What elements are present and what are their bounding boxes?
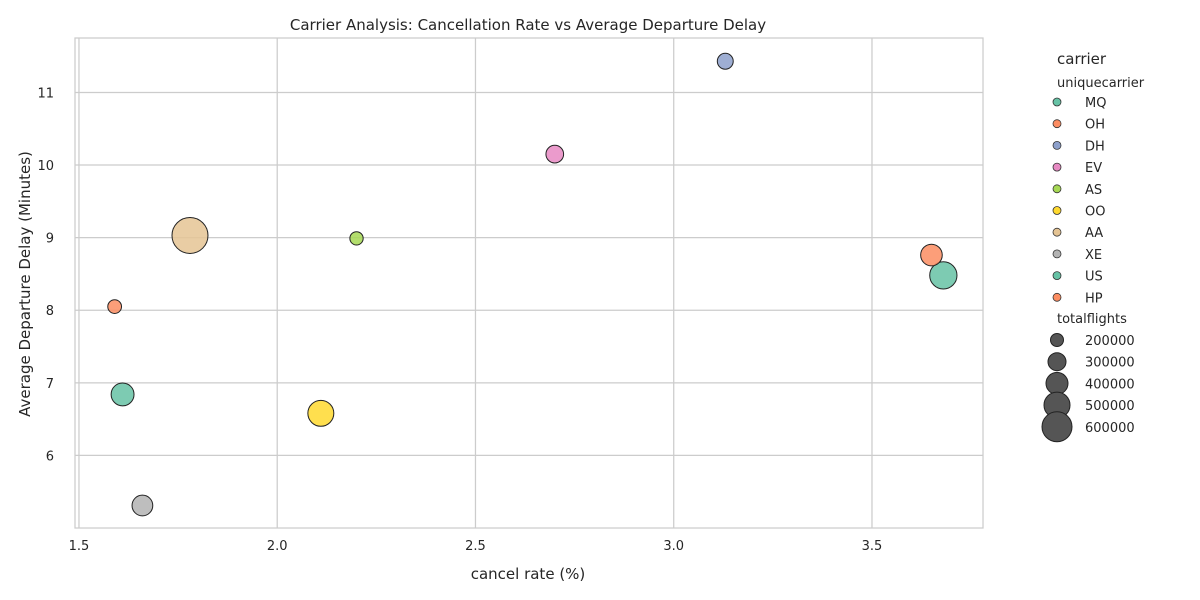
- legend-size-marker: [1045, 371, 1069, 395]
- x-tick-label: 2.0: [267, 539, 288, 554]
- legend-marker-aa: [1052, 227, 1062, 237]
- y-tick-label: 11: [37, 86, 54, 101]
- legend-label-oh: OH: [1085, 118, 1105, 133]
- legend-marker-mq: [1052, 97, 1062, 107]
- legend-label-us: US: [1085, 270, 1103, 285]
- legend-marker-oo: [1052, 206, 1062, 215]
- legend-label-dh: DH: [1085, 139, 1105, 154]
- legend-title: carrier: [1057, 50, 1107, 68]
- y-axis-label: Average Departure Delay (Minutes): [16, 151, 34, 417]
- legend-marker-xe: [1052, 249, 1062, 259]
- x-tick-label: 2.5: [465, 539, 486, 554]
- legend-marker-as: [1052, 184, 1062, 194]
- legend-size-label: 500000: [1085, 399, 1135, 414]
- y-tick-label: 10: [37, 159, 54, 174]
- legend-marker-oh: [1052, 119, 1062, 129]
- legend-marker-dh: [1052, 140, 1062, 150]
- data-point-mq: [110, 382, 135, 407]
- legend: carrier uniquecarrier MQ OH DH EV AS OO AA XE US…: [1041, 50, 1145, 443]
- data-point-xe: [131, 494, 154, 517]
- legend-marker-us: [1052, 271, 1062, 281]
- grid-layer: [75, 38, 983, 528]
- legend-size-label: 600000: [1085, 421, 1135, 436]
- x-axis-label: cancel rate (%): [471, 565, 586, 583]
- data-point-as: [349, 231, 364, 246]
- legend-label-oo: OO: [1085, 205, 1105, 220]
- legend-hue-title: uniquecarrier: [1057, 76, 1145, 91]
- legend-label-aa: AA: [1085, 226, 1103, 241]
- data-point-dh: [716, 52, 734, 70]
- legend-size-label: 400000: [1085, 377, 1135, 392]
- y-tick-label: 6: [46, 449, 54, 464]
- legend-label-as: AS: [1085, 183, 1102, 198]
- legend-marker-hp: [1052, 292, 1062, 302]
- legend-size-entries: 200000 300000 400000 500000 600000: [1041, 333, 1135, 443]
- x-tick-label: 3.0: [663, 539, 684, 554]
- data-point-oh: [107, 299, 123, 314]
- legend-hue-entries: MQ OH DH EV AS OO AA XE US HP: [1052, 96, 1106, 306]
- legend-label-hp: HP: [1085, 291, 1103, 306]
- y-tick-label: 7: [46, 377, 54, 392]
- data-point-aa: [171, 216, 209, 254]
- legend-size-marker: [1047, 352, 1067, 372]
- legend-size-label: 300000: [1085, 356, 1135, 371]
- legend-label-ev: EV: [1085, 161, 1102, 176]
- data-point-hp: [920, 243, 943, 267]
- chart-title: Carrier Analysis: Cancellation Rate vs A…: [290, 16, 766, 34]
- legend-label-mq: MQ: [1085, 96, 1106, 111]
- y-tick-label: 8: [46, 304, 54, 319]
- plot-frame: [74, 37, 984, 529]
- data-point-ev: [545, 144, 565, 164]
- legend-size-marker: [1050, 333, 1064, 347]
- legend-marker-ev: [1052, 162, 1062, 172]
- x-tick-label: 1.5: [69, 539, 90, 554]
- legend-size-marker: [1041, 411, 1073, 443]
- points-layer: [107, 52, 958, 517]
- legend-size-label: 200000: [1085, 334, 1135, 349]
- legend-size-title: totalflights: [1057, 312, 1127, 327]
- legend-label-xe: XE: [1085, 248, 1102, 263]
- x-tick-label: 3.5: [862, 539, 883, 554]
- y-tick-label: 9: [46, 232, 54, 247]
- data-point-oo: [307, 399, 335, 427]
- data-point-us: [929, 261, 958, 290]
- ticks-layer: 1.5 2.0 2.5 3.0 3.5 6 7 8 9 10 11: [37, 86, 882, 554]
